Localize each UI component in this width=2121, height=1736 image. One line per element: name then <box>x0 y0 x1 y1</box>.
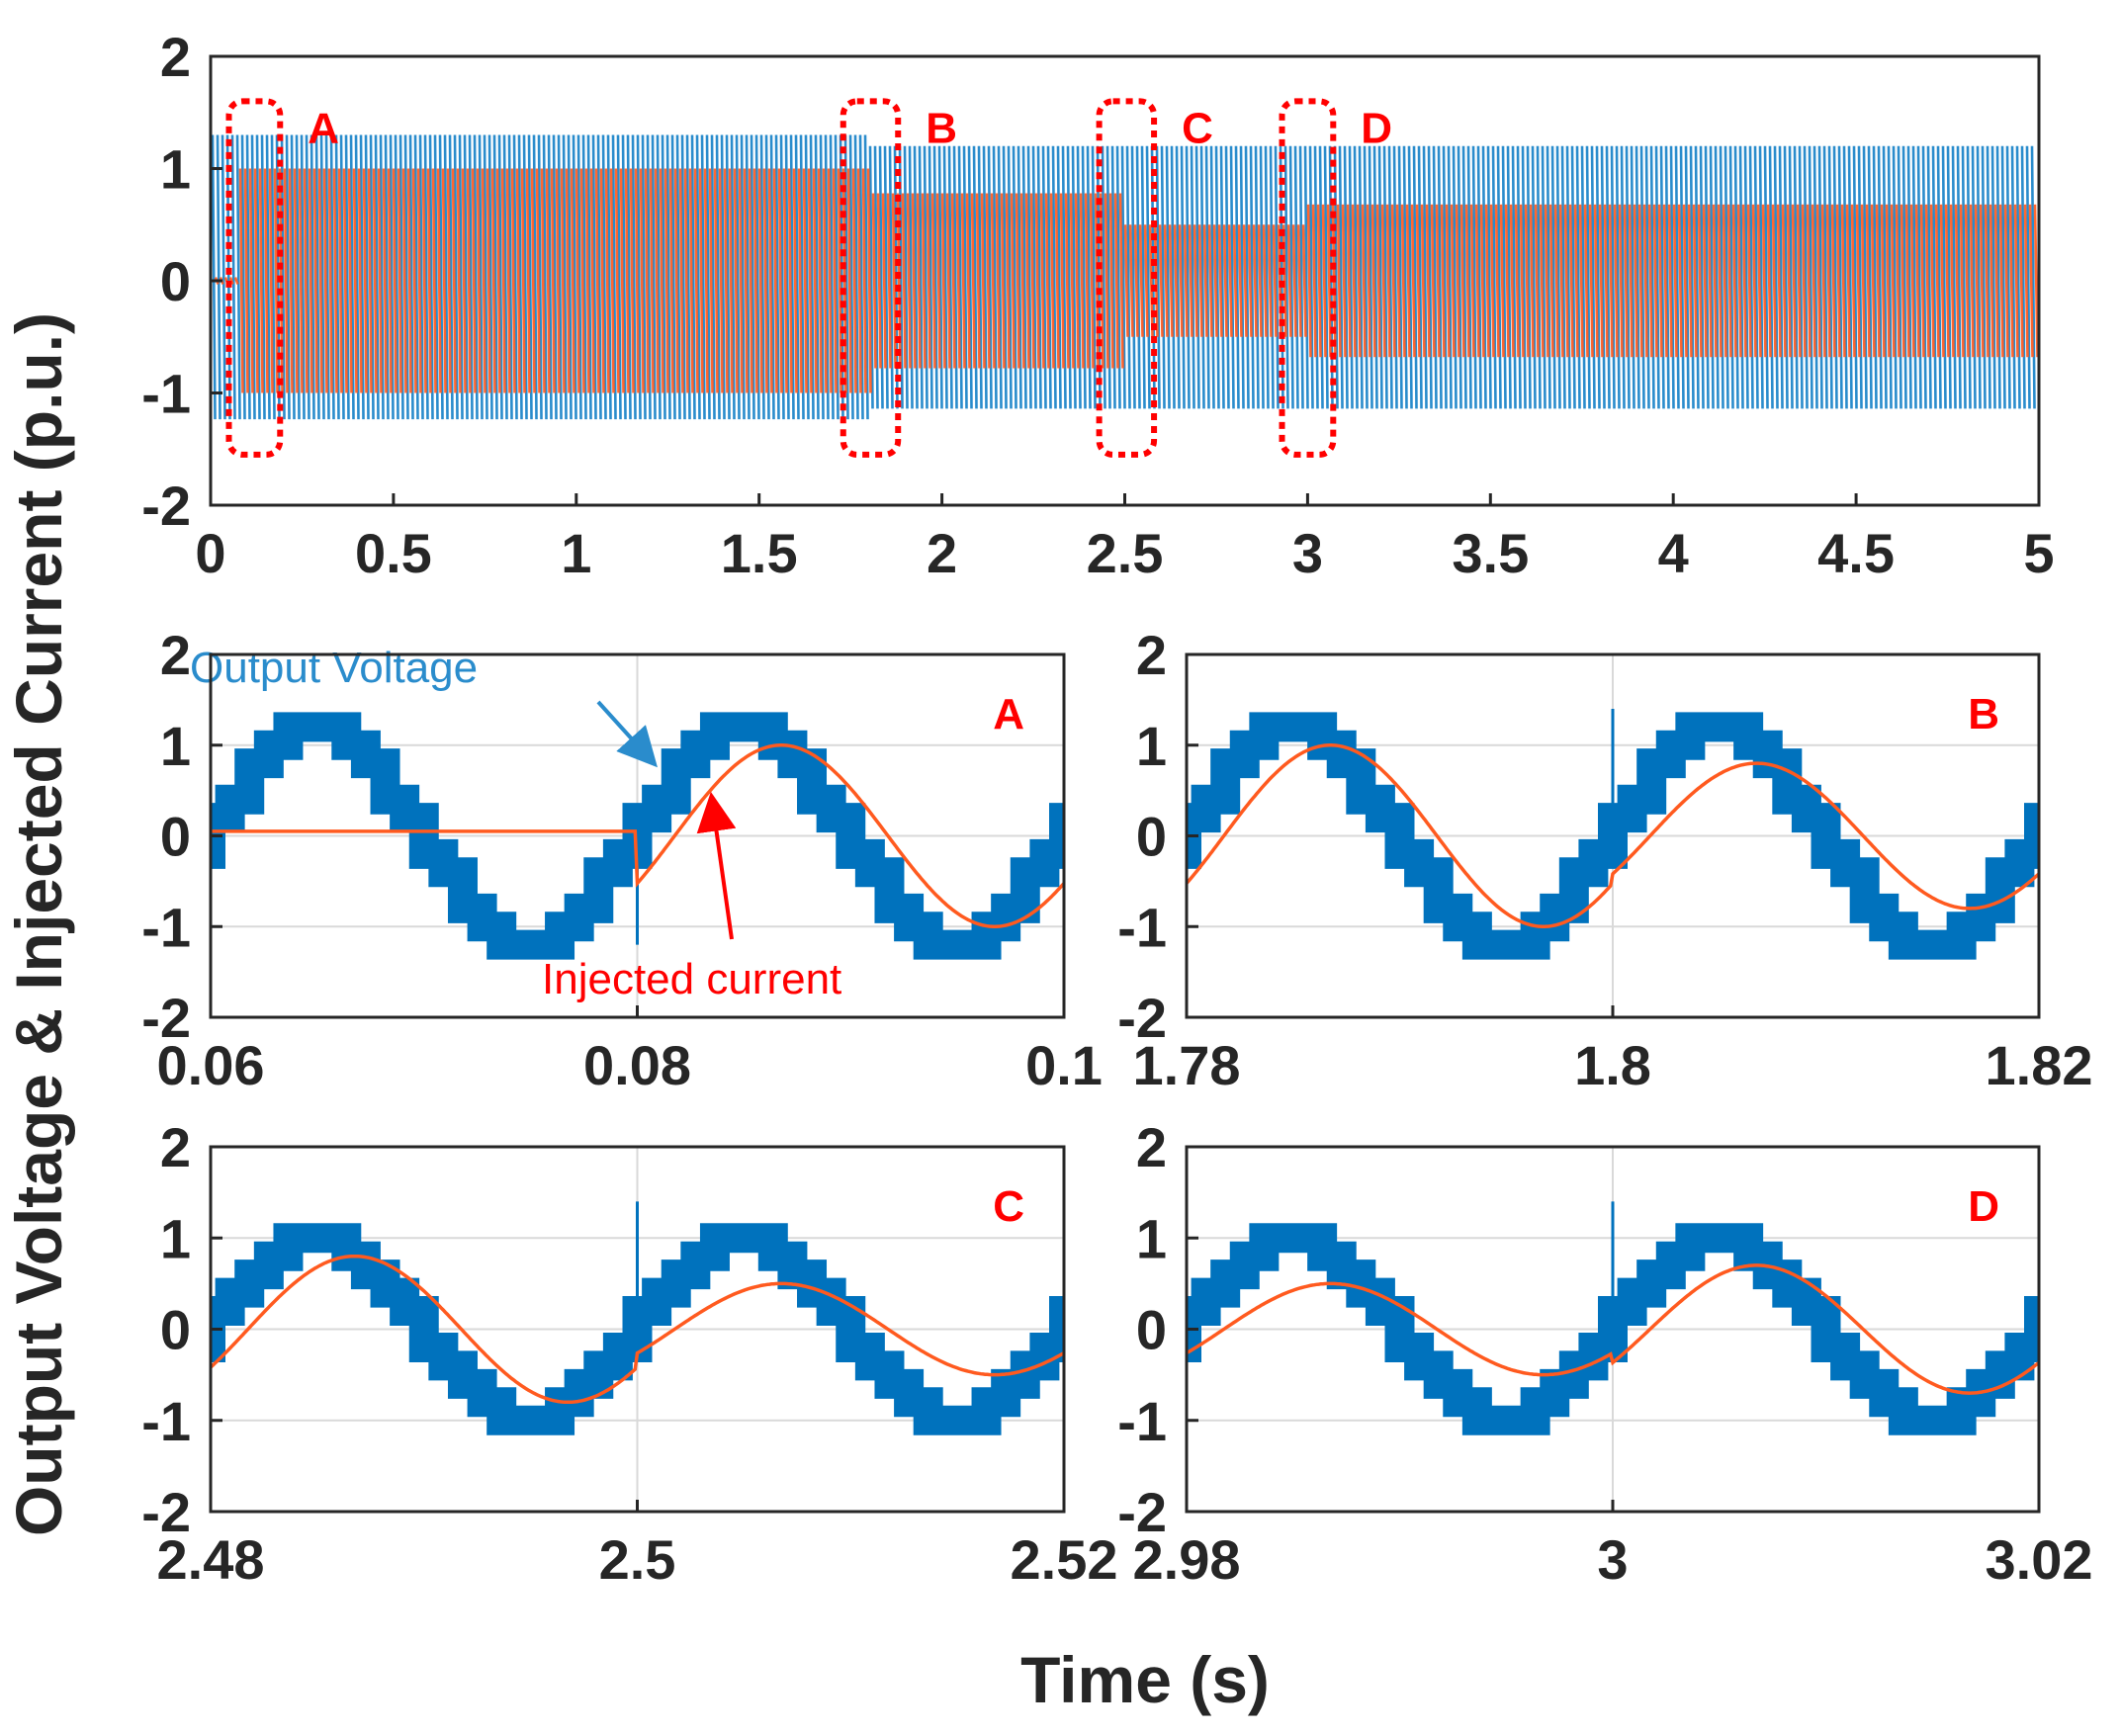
x-tick-label: 1.5 <box>721 522 798 584</box>
plot-area-overview <box>211 134 2039 420</box>
region-box-d <box>1279 98 1337 458</box>
annotation-arrow-voltage <box>596 700 658 768</box>
x-tick-label: 2.48 <box>157 1528 265 1591</box>
x-tick-label: 1.78 <box>1133 1034 1241 1096</box>
y-tick-label: -2 <box>141 987 191 1049</box>
x-tick-label: 0.5 <box>355 522 432 584</box>
x-tick-label: 2.52 <box>1011 1528 1118 1591</box>
y-tick-label: -1 <box>141 363 191 425</box>
series-injected-current <box>1187 1263 2039 1395</box>
region-label-b: B <box>926 104 957 152</box>
x-tick-label: 1.8 <box>1574 1034 1651 1096</box>
y-tick-label: -2 <box>141 475 191 537</box>
plot-area-zoom-B <box>1187 709 2039 960</box>
x-axis-label: Time (s) <box>1020 1643 1270 1716</box>
y-tick-label: 2 <box>160 1116 191 1178</box>
region-box-a <box>225 98 284 458</box>
y-tick-label: -2 <box>1117 987 1167 1049</box>
y-tick-label: 2 <box>1136 624 1167 686</box>
annotation-output-voltage: Output Voltage <box>190 644 478 692</box>
y-tick-label: 1 <box>160 138 191 201</box>
plot-area-zoom-D <box>1187 1201 2039 1435</box>
y-tick-label: 0 <box>160 250 191 312</box>
annotation-arrow-current <box>696 791 737 940</box>
panel-label-c: C <box>993 1182 1024 1231</box>
panel-label-a: A <box>993 690 1024 738</box>
y-tick-label: -1 <box>141 1390 191 1452</box>
x-tick-label: 2.5 <box>1087 522 1164 584</box>
x-tick-label: 0 <box>195 522 225 584</box>
region-box-b <box>840 98 902 458</box>
x-tick-label: 1 <box>561 522 591 584</box>
x-tick-label: 2 <box>927 522 957 584</box>
chart-panels: A B C D 0 0.5 1 1.5 2 2.5 3 3.5 4 4.5 5 2 1 0 -1 -2 A Output … <box>141 26 2092 1591</box>
y-axis-label: Output Voltage & Injected Current (p.u.) <box>2 312 75 1536</box>
region-box-c <box>1096 98 1158 458</box>
series-injected-current <box>1187 743 2039 928</box>
chart-zoom-B: B 1.78 1.8 1.82 2 1 0 -1 -2 <box>1117 624 2092 1096</box>
x-tick-label: 3.5 <box>1452 522 1529 584</box>
panel-label-d: D <box>1968 1182 1999 1231</box>
y-tick-label: 0 <box>1136 806 1167 868</box>
y-tick-label: -2 <box>1117 1481 1167 1543</box>
x-tick-label: 1.82 <box>1986 1034 2093 1096</box>
x-tick-label: 2.98 <box>1133 1528 1241 1591</box>
y-tick-label: 1 <box>1136 715 1167 777</box>
plot-area-zoom-A <box>211 712 1064 960</box>
y-tick-label: 2 <box>160 624 191 686</box>
x-tick-label: 3 <box>1292 522 1323 584</box>
y-tick-label: 1 <box>1136 1207 1167 1269</box>
y-tick-label: 1 <box>160 1207 191 1269</box>
chart-overview: A B C D 0 0.5 1 1.5 2 2.5 3 3.5 4 4.5 5 2 1 0 -1 -2 <box>141 26 2054 584</box>
region-label-c: C <box>1182 104 1213 152</box>
x-tick-label: 4 <box>1658 522 1689 584</box>
plot-area-zoom-C <box>211 1201 1064 1435</box>
y-tick-label: 0 <box>1136 1299 1167 1361</box>
chart-zoom-D: D 2.98 3 3.02 2 1 0 -1 -2 <box>1117 1116 2092 1591</box>
x-tick-label: 0.08 <box>583 1034 691 1096</box>
series-injected-current <box>211 1254 1064 1405</box>
region-label-d: D <box>1361 104 1392 152</box>
x-tick-label: 4.5 <box>1817 522 1895 584</box>
series-output-voltage <box>211 134 2036 420</box>
x-tick-label: 2.5 <box>599 1528 676 1591</box>
series-injected-current <box>211 743 1064 928</box>
x-tick-label: 3.02 <box>1986 1528 2093 1591</box>
y-tick-label: 1 <box>160 715 191 777</box>
y-tick-label: -2 <box>141 1481 191 1543</box>
y-tick-label: -1 <box>1117 896 1167 958</box>
panel-label-b: B <box>1968 690 1999 738</box>
y-tick-label: 0 <box>160 806 191 868</box>
region-label-a: A <box>308 104 339 152</box>
y-tick-label: -1 <box>141 896 191 958</box>
x-tick-label: 0.1 <box>1025 1034 1103 1096</box>
y-tick-label: -1 <box>1117 1390 1167 1452</box>
annotation-injected-current: Injected current <box>542 955 841 1003</box>
chart-zoom-C: C 2.48 2.5 2.52 2 1 0 -1 -2 <box>141 1116 1117 1591</box>
x-tick-label: 0.06 <box>157 1034 265 1096</box>
y-tick-label: 2 <box>160 26 191 88</box>
chart-zoom-A: A Output Voltage Injected current 0.06 0.08 0… <box>141 624 1103 1096</box>
x-tick-label: 3 <box>1597 1528 1628 1591</box>
x-tick-label: 5 <box>2023 522 2054 584</box>
y-tick-label: 0 <box>160 1299 191 1361</box>
y-tick-label: 2 <box>1136 1116 1167 1178</box>
